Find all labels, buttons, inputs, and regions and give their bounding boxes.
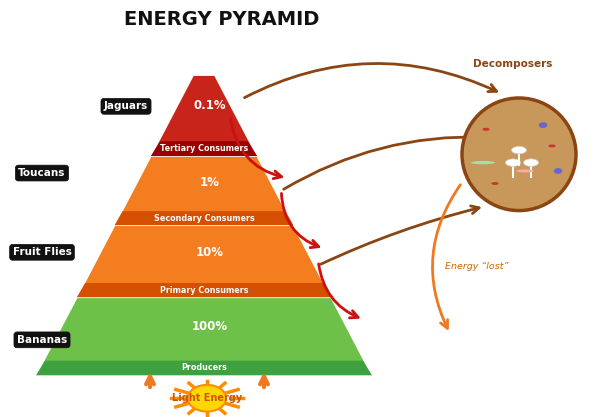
- Text: Producers: Producers: [181, 364, 227, 372]
- Polygon shape: [151, 141, 257, 156]
- Text: Secondary Consumers: Secondary Consumers: [154, 214, 254, 223]
- Text: ENERGY PYRAMID: ENERGY PYRAMID: [124, 10, 320, 30]
- Polygon shape: [36, 297, 372, 375]
- Polygon shape: [151, 75, 257, 156]
- Text: 0.1%: 0.1%: [194, 99, 226, 112]
- Ellipse shape: [511, 146, 527, 154]
- Text: 100%: 100%: [192, 320, 228, 334]
- Ellipse shape: [471, 161, 495, 164]
- Text: Decomposers: Decomposers: [473, 59, 553, 69]
- Ellipse shape: [548, 145, 556, 148]
- Text: Jaguars: Jaguars: [104, 101, 148, 111]
- Polygon shape: [36, 361, 372, 375]
- Ellipse shape: [516, 169, 534, 173]
- Ellipse shape: [482, 128, 490, 131]
- Polygon shape: [77, 283, 331, 297]
- Ellipse shape: [462, 98, 576, 211]
- Text: Primary Consumers: Primary Consumers: [160, 286, 248, 295]
- Text: 1%: 1%: [200, 176, 220, 189]
- Text: Light Energy: Light Energy: [172, 393, 242, 403]
- Ellipse shape: [554, 168, 562, 174]
- Text: Toucans: Toucans: [19, 168, 65, 178]
- Polygon shape: [77, 225, 331, 297]
- Text: Tertiary Consumers: Tertiary Consumers: [160, 144, 248, 153]
- Text: Fruit Flies: Fruit Flies: [13, 247, 71, 257]
- Text: 10%: 10%: [196, 246, 224, 259]
- Text: Bananas: Bananas: [17, 335, 67, 345]
- Ellipse shape: [539, 122, 547, 128]
- Circle shape: [188, 385, 226, 412]
- Text: Energy “lost”: Energy “lost”: [445, 262, 509, 271]
- Polygon shape: [115, 211, 293, 225]
- Ellipse shape: [505, 159, 521, 166]
- Ellipse shape: [523, 159, 539, 166]
- Polygon shape: [115, 156, 293, 225]
- Ellipse shape: [491, 182, 499, 185]
